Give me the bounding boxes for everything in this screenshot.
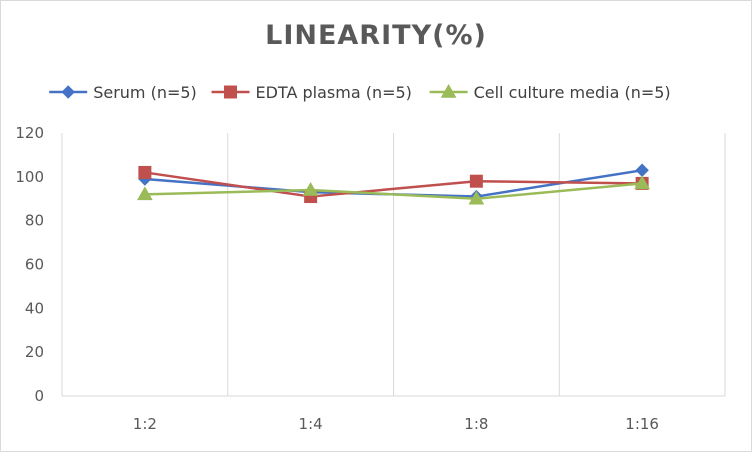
x-tick-label: 1:8 [464,415,488,433]
x-tick-label: 1:16 [625,415,659,433]
y-tick-label: 120 [15,124,44,142]
series-line-2 [144,171,643,198]
legend: Serum (n=5) EDTA plasma (n=5) Cell culture… [49,83,671,102]
data-point-series-3 [634,175,650,190]
grid-lines [61,133,726,396]
legend-label: Cell culture media (n=5) [474,83,671,102]
legend-label: Serum (n=5) [93,83,197,102]
data-point-series-3 [137,186,153,201]
legend-marker [440,83,457,98]
y-tick-label: 100 [15,168,44,186]
series-layer [137,163,650,205]
y-tick-label: 20 [25,343,44,361]
axis: 0 20 40 60 80 100 120 1:2 1:4 1:8 1:16 [15,124,725,433]
y-tick-label: 40 [25,299,44,317]
legend-label: EDTA plasma (n=5) [256,83,412,102]
chart-title: LINEARITY(%) [265,20,487,51]
series-line-3 [144,182,643,200]
y-tick-label: 60 [25,256,44,274]
data-point-series-2 [469,174,483,188]
x-tick-label: 1:4 [299,415,323,433]
data-point-series-2 [138,165,152,179]
data-point-series-3 [302,181,319,196]
y-tick-label: 0 [34,387,44,405]
legend-marker [61,85,75,99]
data-point-series-3 [468,190,485,205]
x-tick-label: 1:2 [133,415,157,433]
y-tick-label: 80 [25,212,44,230]
data-point-series-1 [635,163,649,177]
legend-marker [224,85,237,99]
